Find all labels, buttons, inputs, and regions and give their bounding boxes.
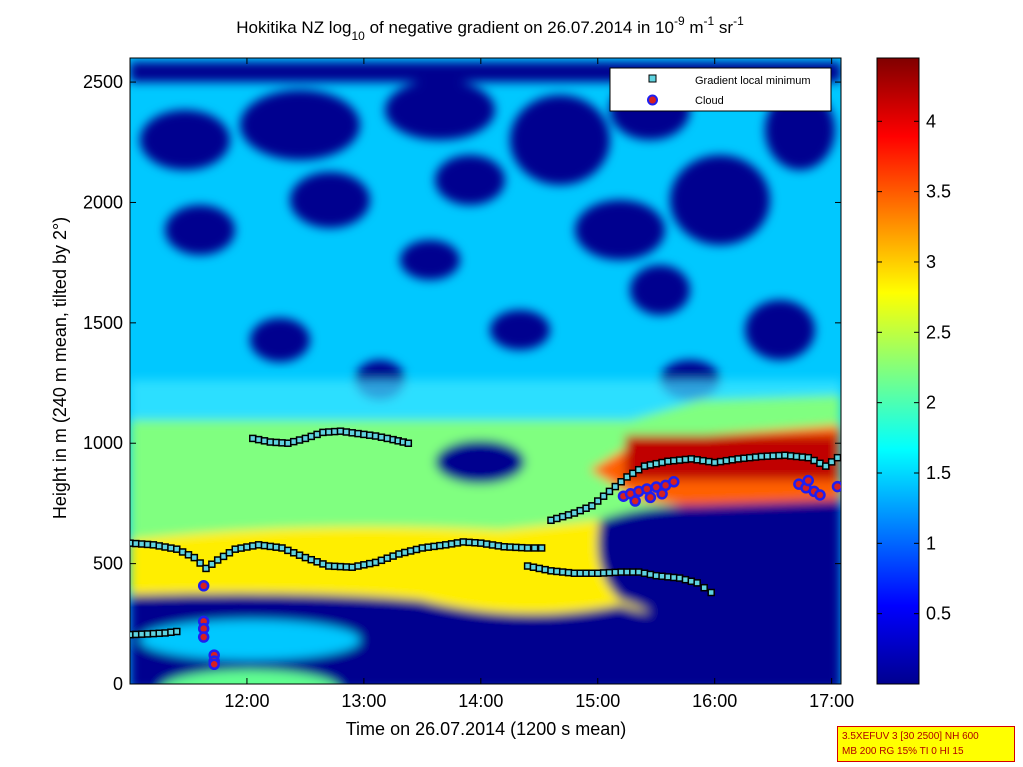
gradient-minimum-point bbox=[822, 462, 830, 470]
gradient-minimum-point bbox=[173, 627, 181, 636]
x-tick-label: 14:00 bbox=[458, 691, 503, 711]
cloud-point bbox=[629, 495, 641, 507]
gradient-minimum-point bbox=[202, 564, 210, 573]
y-axis: 0 500 1000 1500 2000 2500 bbox=[83, 72, 841, 694]
y-axis-label: Height in m (240 m mean, tilted by 2°) bbox=[50, 217, 70, 519]
colorbar: 0.5 1 1.5 2 2.5 3 3.5 4 bbox=[876, 57, 951, 685]
legend-marker-gradient bbox=[648, 74, 657, 83]
gradient-minimum-point bbox=[833, 453, 841, 462]
colorbar-ticks: 0.5 1 1.5 2 2.5 3 3.5 4 bbox=[877, 111, 951, 624]
colorbar-tick-label: 1.5 bbox=[926, 463, 951, 483]
cloud-point bbox=[197, 580, 210, 592]
colorbar-tick-label: 2.5 bbox=[926, 322, 951, 342]
gradient-minimum-point bbox=[196, 559, 204, 567]
cloud-point bbox=[656, 488, 668, 500]
colorbar-tick-label: 4 bbox=[926, 111, 936, 131]
gradient-minimum-point bbox=[599, 492, 608, 500]
colorbar-tick-label: 1 bbox=[926, 533, 936, 553]
x-axis: 12:00 13:00 14:00 15:00 16:00 17:00 bbox=[224, 58, 854, 711]
y-tick-label: 2500 bbox=[83, 72, 123, 92]
cloud-point bbox=[668, 476, 680, 488]
cloud-point bbox=[831, 480, 841, 493]
gradient-minimum-point bbox=[404, 439, 413, 447]
y-tick-label: 0 bbox=[113, 674, 123, 694]
gradient-minimum-point bbox=[588, 502, 596, 510]
info-box: 3.5XEFUV 3 [30 2500] NH 600 MB 200 RG 15… bbox=[837, 726, 1015, 762]
gradient-minimum-point bbox=[537, 544, 546, 552]
legend-marker-cloud bbox=[647, 94, 658, 106]
plot-area bbox=[129, 57, 842, 685]
gradient-minimum-point bbox=[693, 579, 701, 587]
gradient-minimum-point bbox=[530, 544, 539, 552]
cloud-point bbox=[197, 631, 210, 643]
gradient-minimum-point bbox=[594, 497, 602, 505]
gradient-minimum-point bbox=[605, 487, 614, 496]
cloud-point bbox=[644, 491, 657, 504]
cloud-point bbox=[802, 474, 815, 487]
x-tick-label: 12:00 bbox=[224, 691, 269, 711]
gradient-minimum-point bbox=[190, 553, 199, 562]
y-tick-label: 2000 bbox=[83, 192, 123, 212]
legend-label-gradient: Gradient local minimum bbox=[695, 75, 811, 87]
gradient-minimum-point bbox=[827, 458, 836, 466]
x-axis-label: Time on 26.07.2014 (1200 s mean) bbox=[346, 719, 627, 739]
info-line-2: MB 200 RG 15% TI 0 HI 15 bbox=[842, 746, 964, 757]
colorbar-tick-label: 3 bbox=[926, 252, 936, 272]
series-marks bbox=[130, 427, 841, 671]
legend-label-cloud: Cloud bbox=[695, 95, 724, 107]
x-tick-label: 13:00 bbox=[341, 691, 386, 711]
cloud-point bbox=[208, 658, 220, 671]
info-line-1: 3.5XEFUV 3 [30 2500] NH 600 bbox=[842, 731, 979, 742]
colorbar-tick-label: 0.5 bbox=[926, 604, 951, 624]
legend: Gradient local minimum Cloud bbox=[609, 67, 832, 112]
gradient-minimum-point bbox=[208, 560, 216, 568]
y-tick-label: 1500 bbox=[83, 313, 123, 333]
y-tick-label: 1000 bbox=[83, 433, 123, 453]
gradient-minimum-point bbox=[611, 482, 620, 491]
gradient-minimum-point bbox=[617, 478, 625, 486]
heatmap bbox=[130, 58, 841, 684]
x-tick-label: 15:00 bbox=[575, 691, 620, 711]
gradient-minimum-point bbox=[523, 544, 532, 552]
chart-title: Hokitika NZ log10 of negative gradient o… bbox=[236, 14, 744, 43]
gradient-minimum-point bbox=[707, 588, 715, 597]
cloud-point bbox=[814, 489, 826, 501]
colorbar-tick-label: 2 bbox=[926, 393, 936, 413]
x-tick-label: 17:00 bbox=[809, 691, 854, 711]
x-tick-label: 16:00 bbox=[692, 691, 737, 711]
colorbar-tick-label: 3.5 bbox=[926, 182, 951, 202]
y-tick-label: 500 bbox=[93, 554, 123, 574]
gradient-minimum-point bbox=[700, 583, 708, 592]
